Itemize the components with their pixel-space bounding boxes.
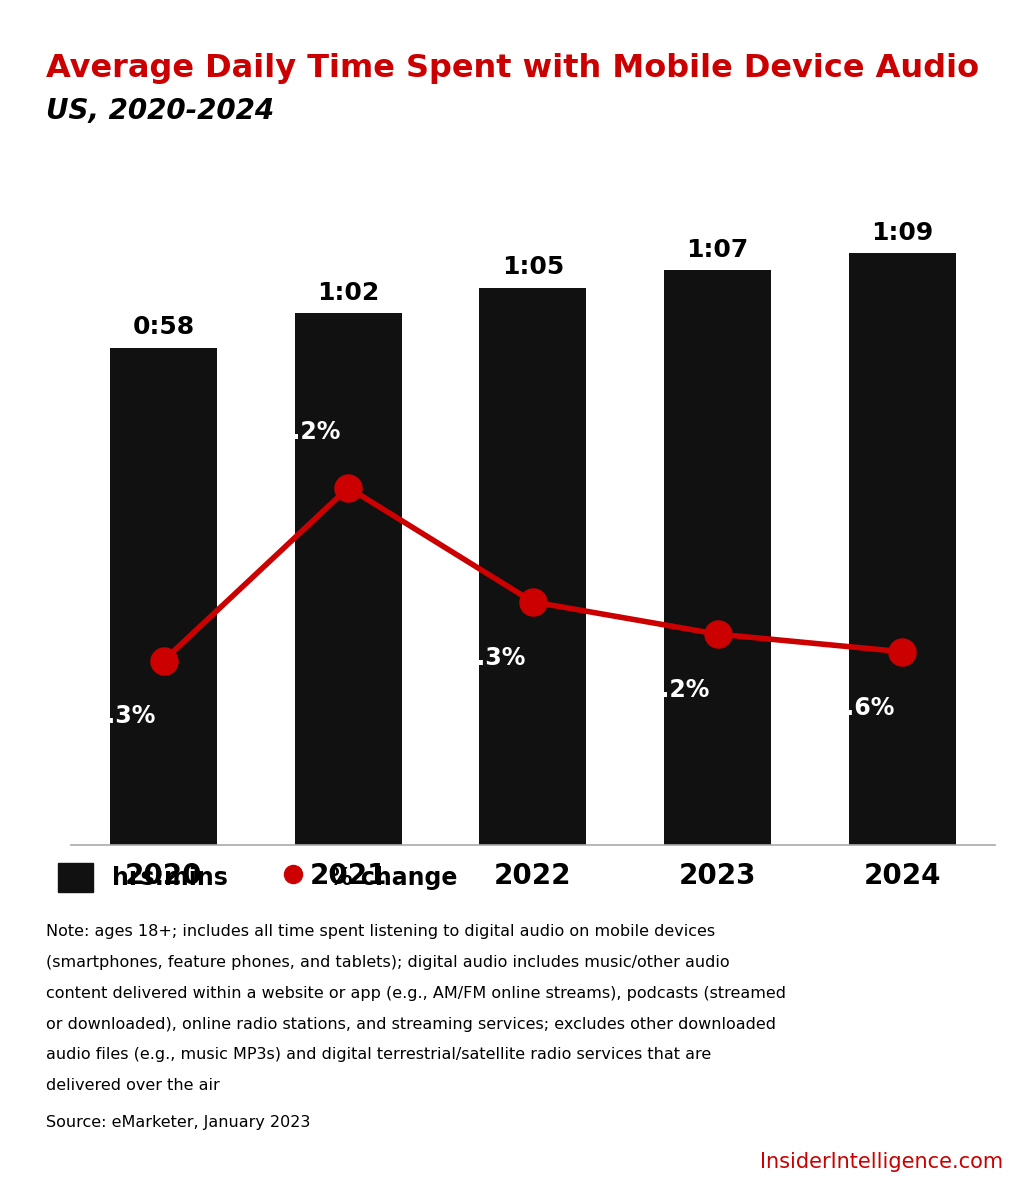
Text: delivered over the air: delivered over the air [46, 1078, 219, 1093]
Point [525, 592, 541, 611]
Text: 4.3%: 4.3% [460, 645, 525, 670]
Text: |: | [739, 1151, 759, 1174]
Bar [479, 287, 586, 845]
Text: 3.2%: 3.2% [644, 678, 709, 702]
Text: eMarketer: eMarketer [624, 1152, 745, 1173]
Text: 1:05: 1:05 [501, 255, 564, 279]
Text: (smartphones, feature phones, and tablets); digital audio includes music/other a: (smartphones, feature phones, and tablet… [46, 955, 729, 970]
Text: 8.2%: 8.2% [275, 420, 340, 443]
Bar [663, 271, 770, 845]
Text: or downloaded), online radio stations, and streaming services; excludes other do: or downloaded), online radio stations, a… [46, 1017, 775, 1032]
Text: 1:09: 1:09 [870, 221, 932, 245]
Text: audio files (e.g., music MP3s) and digital terrestrial/satellite radio services : audio files (e.g., music MP3s) and digit… [46, 1047, 710, 1063]
Text: 0:58: 0:58 [132, 316, 195, 339]
Legend: hrs:mins, % change: hrs:mins, % change [58, 863, 458, 892]
Bar [848, 253, 955, 845]
Text: US, 2020-2024: US, 2020-2024 [46, 97, 274, 125]
Text: Source: eMarketer, January 2023: Source: eMarketer, January 2023 [46, 1115, 310, 1130]
Text: 1:07: 1:07 [686, 238, 748, 262]
Point [709, 625, 726, 644]
Text: Note: ages 18+; includes all time spent listening to digital audio on mobile dev: Note: ages 18+; includes all time spent … [46, 924, 714, 940]
Bar [110, 348, 217, 845]
Point [156, 651, 172, 670]
Text: 2.6%: 2.6% [828, 696, 894, 720]
Bar [294, 313, 401, 845]
Text: Average Daily Time Spent with Mobile Device Audio: Average Daily Time Spent with Mobile Dev… [46, 53, 978, 84]
Text: 1:02: 1:02 [317, 281, 379, 305]
Point [340, 479, 357, 498]
Text: InsiderIntelligence.com: InsiderIntelligence.com [759, 1152, 1002, 1173]
Text: 2.3%: 2.3% [91, 704, 156, 728]
Point [894, 642, 910, 661]
Text: content delivered within a website or app (e.g., AM/FM online streams), podcasts: content delivered within a website or ap… [46, 986, 785, 1001]
